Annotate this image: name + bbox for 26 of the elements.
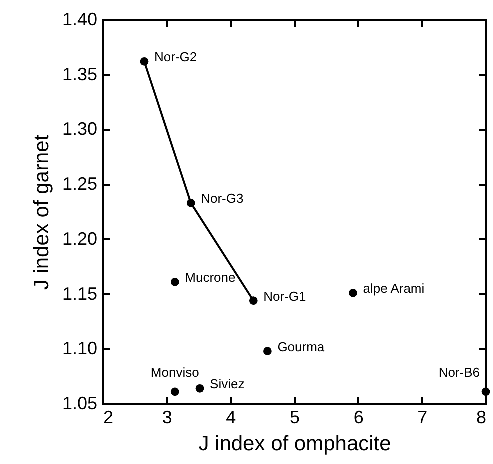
annotation: Monviso bbox=[150, 364, 200, 380]
annotation: Nor-G1 bbox=[264, 288, 306, 304]
x-tick-label: 2 bbox=[104, 408, 114, 428]
y-tick-label: 1.20 bbox=[62, 228, 98, 249]
y-tick-label: 1.40 bbox=[62, 10, 98, 30]
annotation: Siviez bbox=[210, 376, 245, 392]
x-tick-label: 6 bbox=[354, 408, 364, 428]
annotation: Nor-G2 bbox=[154, 50, 198, 65]
annotation: alpe Arami bbox=[363, 281, 425, 296]
y-tick-label: 1.05 bbox=[62, 394, 98, 414]
y-tick-label: 1.10 bbox=[62, 338, 98, 359]
y-tick-label: 1.35 bbox=[62, 64, 98, 84]
y-axis-title: J index of garnet bbox=[30, 134, 54, 290]
y-tick-label: 1.25 bbox=[62, 174, 98, 194]
annotation: Nor-B6 bbox=[438, 364, 480, 380]
annotation: Nor-G3 bbox=[201, 191, 244, 206]
annotation: Mucrone bbox=[185, 270, 236, 286]
y-tick-label: 1.15 bbox=[62, 284, 98, 304]
x-tick-label: 7 bbox=[418, 408, 428, 428]
x-tick-label: 5 bbox=[290, 408, 300, 428]
annotation: Gourma bbox=[278, 339, 326, 354]
x-tick-label: 8 bbox=[476, 408, 486, 428]
x-axis-title: J index of omphacite bbox=[198, 432, 392, 456]
x-tick-label: 4 bbox=[226, 408, 236, 428]
y-tick-label: 1.30 bbox=[62, 119, 98, 140]
x-tick-label: 3 bbox=[162, 408, 172, 428]
